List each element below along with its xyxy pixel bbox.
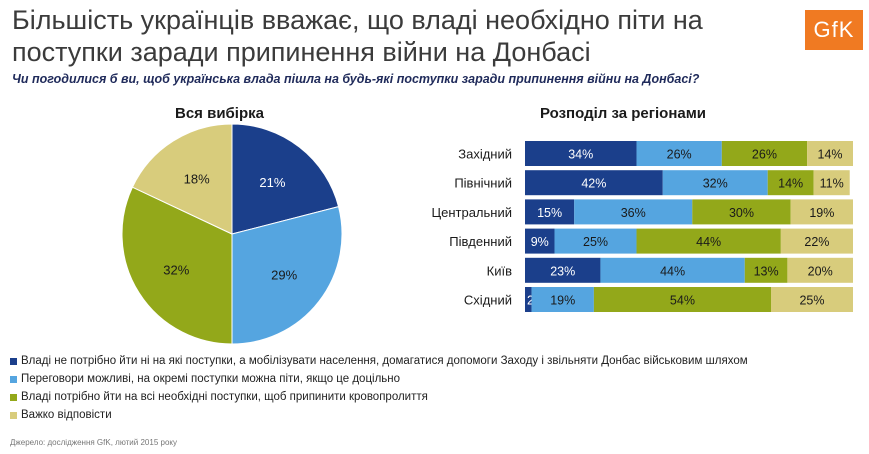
category-label: Центральний [431,205,512,220]
bar-value-label: 26% [667,148,692,162]
bar-segment [790,199,853,225]
bar-value-label: 25% [583,235,608,249]
bar-segment [525,228,555,254]
bar-segment [807,141,853,166]
pie-slice-label: 32% [163,262,189,277]
bar-value-label: 14% [818,148,843,162]
legend-item: Важко відповісти [10,406,748,424]
bar-value-label: 9% [531,235,549,249]
legend-swatch [10,411,17,419]
legend-label: Важко відповісти [21,409,112,421]
bar-value-label: 54% [670,294,695,308]
bar-segment [574,199,693,225]
bar-value-label: 15% [537,206,562,220]
gfk-logo: GfK [805,10,863,50]
bar-segment [662,170,768,196]
pie-slice [121,186,233,345]
legend-swatch [10,393,17,401]
pie-slice-label: 29% [271,267,297,282]
bar-segment [692,199,791,225]
category-label: Північний [454,176,512,191]
bar-segment [813,170,850,196]
bar-chart-title: Розподіл за регіонами [540,105,707,122]
bar-value-label: 42% [581,177,606,191]
bar-segment [531,287,594,312]
legend-label: Владі не потрібно йти ні на які поступки… [21,355,748,367]
bar-value-label: 25% [799,294,824,308]
pie-slice [231,123,340,235]
bar-segment [780,228,853,254]
bar-segment [525,170,663,196]
source-note: Джерело: дослідження GfK, лютий 2015 рок… [10,438,177,447]
bar-segment [721,141,808,166]
bar-value-label: 23% [550,264,575,278]
pie-chart-title: Вся вибірка [175,105,264,122]
pie-slice [131,123,233,235]
bar-segment [554,228,637,254]
legend-label: Переговори можливі, на окремі поступки м… [21,373,401,385]
bar-segment [593,287,771,312]
bar-value-label: 36% [621,206,646,220]
legend: Владі не потрібно йти ні на які поступки… [10,352,748,424]
category-label: Київ [487,263,512,278]
category-label: Східний [464,293,512,308]
bar-value-label: 34% [568,148,593,162]
chart-subtitle: Чи погодилися б ви, щоб українська влада… [12,72,700,86]
bar-value-label: 14% [778,177,803,191]
bar-value-label: 20% [808,264,833,278]
bar-segment [525,199,575,225]
bar-value-label: 13% [754,264,779,278]
bar-value-label: 30% [729,206,754,220]
bar-value-label: 26% [752,148,777,162]
bar-segment [767,170,814,196]
pie-slice-label: 18% [184,171,210,186]
chart-title: Більшість українців вважає, що владі нео… [12,5,703,67]
bar-segment [525,287,532,312]
legend-item: Владі потрібно йти на всі необхідні пост… [10,388,748,406]
bar-value-label: 11% [820,177,844,191]
bar-segment [787,257,853,283]
bar-value-label: 19% [550,294,575,308]
bar-segment [636,228,781,254]
bar-segment [525,257,601,283]
category-label: Західний [458,147,512,162]
legend-swatch [10,357,17,365]
bar-value-label: 19% [809,206,834,220]
legend-label: Владі потрібно йти на всі необхідні пост… [21,391,428,403]
category-label: Південний [449,234,512,249]
bar-segment [771,287,853,312]
pie-slice [231,206,343,345]
pie-slice-label: 21% [259,175,285,190]
bar-value-label: 44% [696,235,721,249]
bar-segment [744,257,788,283]
stacked-bar-chart: Західний 34% 26% 26% 14% Північний 42% 32% 14% 11… [431,141,853,312]
pie-chart: 21% 29% 32% 18% [121,123,343,345]
legend-item: Владі не потрібно йти ні на які поступки… [10,352,748,370]
legend-item: Переговори можливі, на окремі поступки м… [10,370,748,388]
bar-segment [600,257,745,283]
bar-value-label: 32% [703,177,728,191]
bar-value-label: 22% [804,235,829,249]
legend-swatch [10,375,17,383]
bar-segment [636,141,722,166]
bar-segment [525,141,637,166]
bar-value-label: 44% [660,264,685,278]
